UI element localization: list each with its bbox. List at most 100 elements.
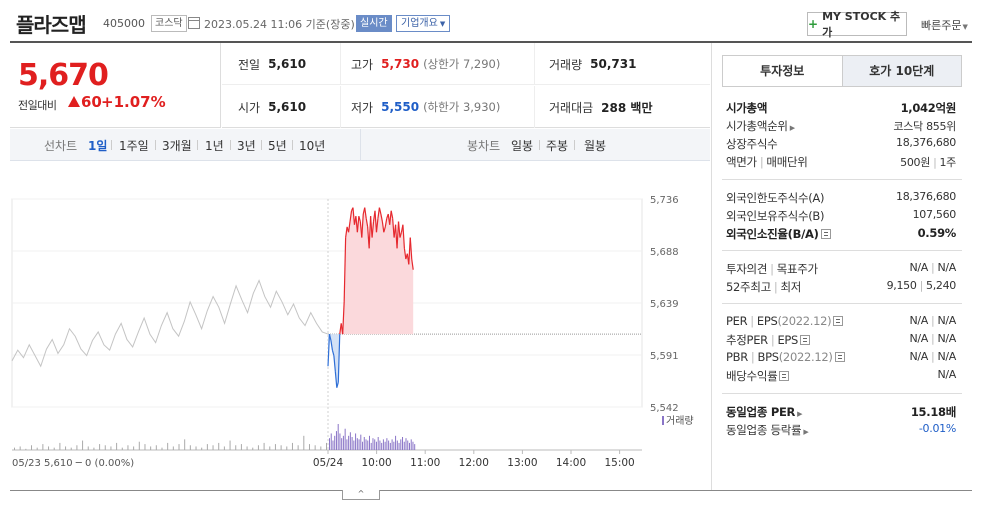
candle-weekly[interactable]: 주봉 (546, 139, 569, 153)
period-3y[interactable]: 3년 (237, 139, 256, 153)
divider: | (919, 279, 924, 292)
tab-investment-info[interactable]: 투자정보 (723, 56, 842, 86)
low-label: 저가 (351, 100, 374, 115)
volume-bar (93, 447, 95, 450)
volume-bar (332, 440, 334, 450)
candle-monthly[interactable]: 월봉 (584, 139, 607, 153)
bps-value: N/A (937, 350, 956, 363)
shares-value: 18,376,680 (896, 136, 956, 149)
volume-bar (393, 441, 395, 450)
quick-order-button[interactable]: 빠른주문▼ (921, 17, 968, 33)
today-line-segment (336, 382, 339, 388)
help-icon[interactable] (833, 316, 844, 326)
today-line-segment (333, 355, 336, 372)
volume-bar (362, 441, 364, 450)
x-tick-label: 15:00 (604, 457, 634, 469)
face-unit-value: 500원 | 1주 (900, 154, 956, 170)
period-1y[interactable]: 1년 (205, 139, 224, 153)
quote-row: 전일 5,610 고가 5,730 (상한가 7,290) 거래량 50,731 (222, 43, 710, 85)
info-tabs: 투자정보 호가 10단계 (722, 55, 962, 87)
period-1w[interactable]: 1주일 (119, 139, 149, 153)
per-value: N/A (909, 314, 929, 327)
volume-bar (407, 440, 409, 450)
face-unit-label: 액면가 | 매매단위 (726, 154, 808, 170)
volume-bar (314, 445, 316, 450)
today-line-segment (349, 210, 353, 222)
volume-bar (138, 441, 140, 450)
info-row: 상장주식수 18,376,680 (726, 134, 956, 152)
chevron-right-icon: ▶ (797, 410, 803, 418)
dividend-label: 배당수익률 (726, 369, 778, 383)
x-tick-label: 14:00 (556, 457, 586, 469)
volume-bar (218, 442, 220, 450)
volume-bar (269, 446, 271, 450)
volume-bar (121, 447, 123, 450)
help-icon[interactable] (820, 229, 831, 239)
volume-bar (144, 444, 146, 450)
per-eps-value: N/A | N/A (909, 314, 956, 327)
today-line-segment (327, 334, 331, 367)
today-line-segment (334, 371, 338, 388)
divider: | (931, 332, 935, 345)
volume-bar (150, 446, 152, 450)
divider (574, 140, 575, 150)
target-value: N/A (937, 261, 956, 274)
foreign-ratio-value: 0.59% (917, 226, 957, 240)
volume-cell: 거래량 50,731 (534, 43, 710, 85)
tab-orderbook-10[interactable]: 호가 10단계 (841, 56, 961, 86)
volume-bar (339, 433, 341, 450)
volume-bar (355, 433, 357, 450)
period-10y[interactable]: 10년 (299, 139, 326, 153)
change-amount: 60 (81, 93, 102, 111)
face-label: 액면가 (726, 155, 757, 169)
volume-bar (344, 428, 346, 450)
period-5y[interactable]: 5년 (268, 139, 287, 153)
today-line-segment (356, 216, 360, 233)
company-overview-button[interactable]: 기업개요 ▼ (396, 15, 451, 32)
cap-rank-value: 코스닥 855위 (893, 120, 956, 133)
per-eps-label: PER | EPS(2022.12) (726, 314, 844, 328)
open-label: 시가 (238, 100, 261, 115)
info-row[interactable]: 동일업종 PER ▶ 15.18배 (726, 402, 956, 420)
high-value: 5,730 (381, 57, 420, 71)
volume-bar (42, 444, 44, 450)
w52-value: 9,150 | 5,240 (887, 279, 957, 292)
dividend-value: N/A (937, 368, 956, 381)
help-icon[interactable] (800, 335, 811, 345)
volume-bar (388, 440, 390, 450)
info-row[interactable]: 동일업종 등락률 ▶ -0.01% (726, 420, 956, 438)
volume-bar (408, 442, 410, 450)
foreign-ratio-label-wrap: 외국인소진율(B/A) (726, 226, 831, 242)
info-row[interactable]: 시가총액순위 ▶ 코스닥 855위 (726, 116, 956, 134)
help-icon[interactable] (834, 352, 845, 362)
price-chart[interactable]: 5,736 5,688 5,639 5,591 5,542 05/24 10:00 11:00… (0, 162, 710, 492)
period-3m[interactable]: 3개월 (162, 139, 192, 153)
volume-value: 50,731 (590, 57, 637, 71)
realtime-badge[interactable]: 실시간 (356, 15, 392, 32)
volume-bar (31, 445, 33, 450)
today-line-segment (371, 221, 375, 238)
period-1d[interactable]: 1일 (88, 139, 108, 153)
per-label: PER (726, 314, 748, 328)
volume-bar (201, 447, 203, 450)
pbr-label: PBR (726, 350, 748, 364)
help-icon[interactable] (779, 371, 790, 381)
volume-label: 거래량 (549, 57, 583, 72)
x-tick-label: 05/24 (313, 457, 344, 469)
mystock-add-button[interactable]: + MY STOCK 추가 (807, 10, 907, 39)
today-line-segment (337, 334, 341, 383)
today-line-segment (402, 224, 405, 249)
volume-bar (403, 441, 405, 450)
candle-daily[interactable]: 일봉 (511, 139, 534, 153)
collapse-chevron-icon[interactable]: ^ (342, 490, 380, 500)
volume-bar (389, 442, 391, 450)
opinion-target-label: 투자의견 | 목표주가 (726, 261, 818, 277)
est-per-eps-label: 추정PER | EPS (726, 332, 811, 348)
today-line-segment (392, 218, 395, 238)
volume-bar (252, 447, 254, 450)
volume-bar (99, 444, 101, 450)
bps-label: BPS (757, 350, 780, 364)
volume-bar (337, 424, 339, 450)
open-cell: 시가 5,610 (222, 86, 340, 128)
y-tick-label: 5,639 (650, 299, 679, 310)
